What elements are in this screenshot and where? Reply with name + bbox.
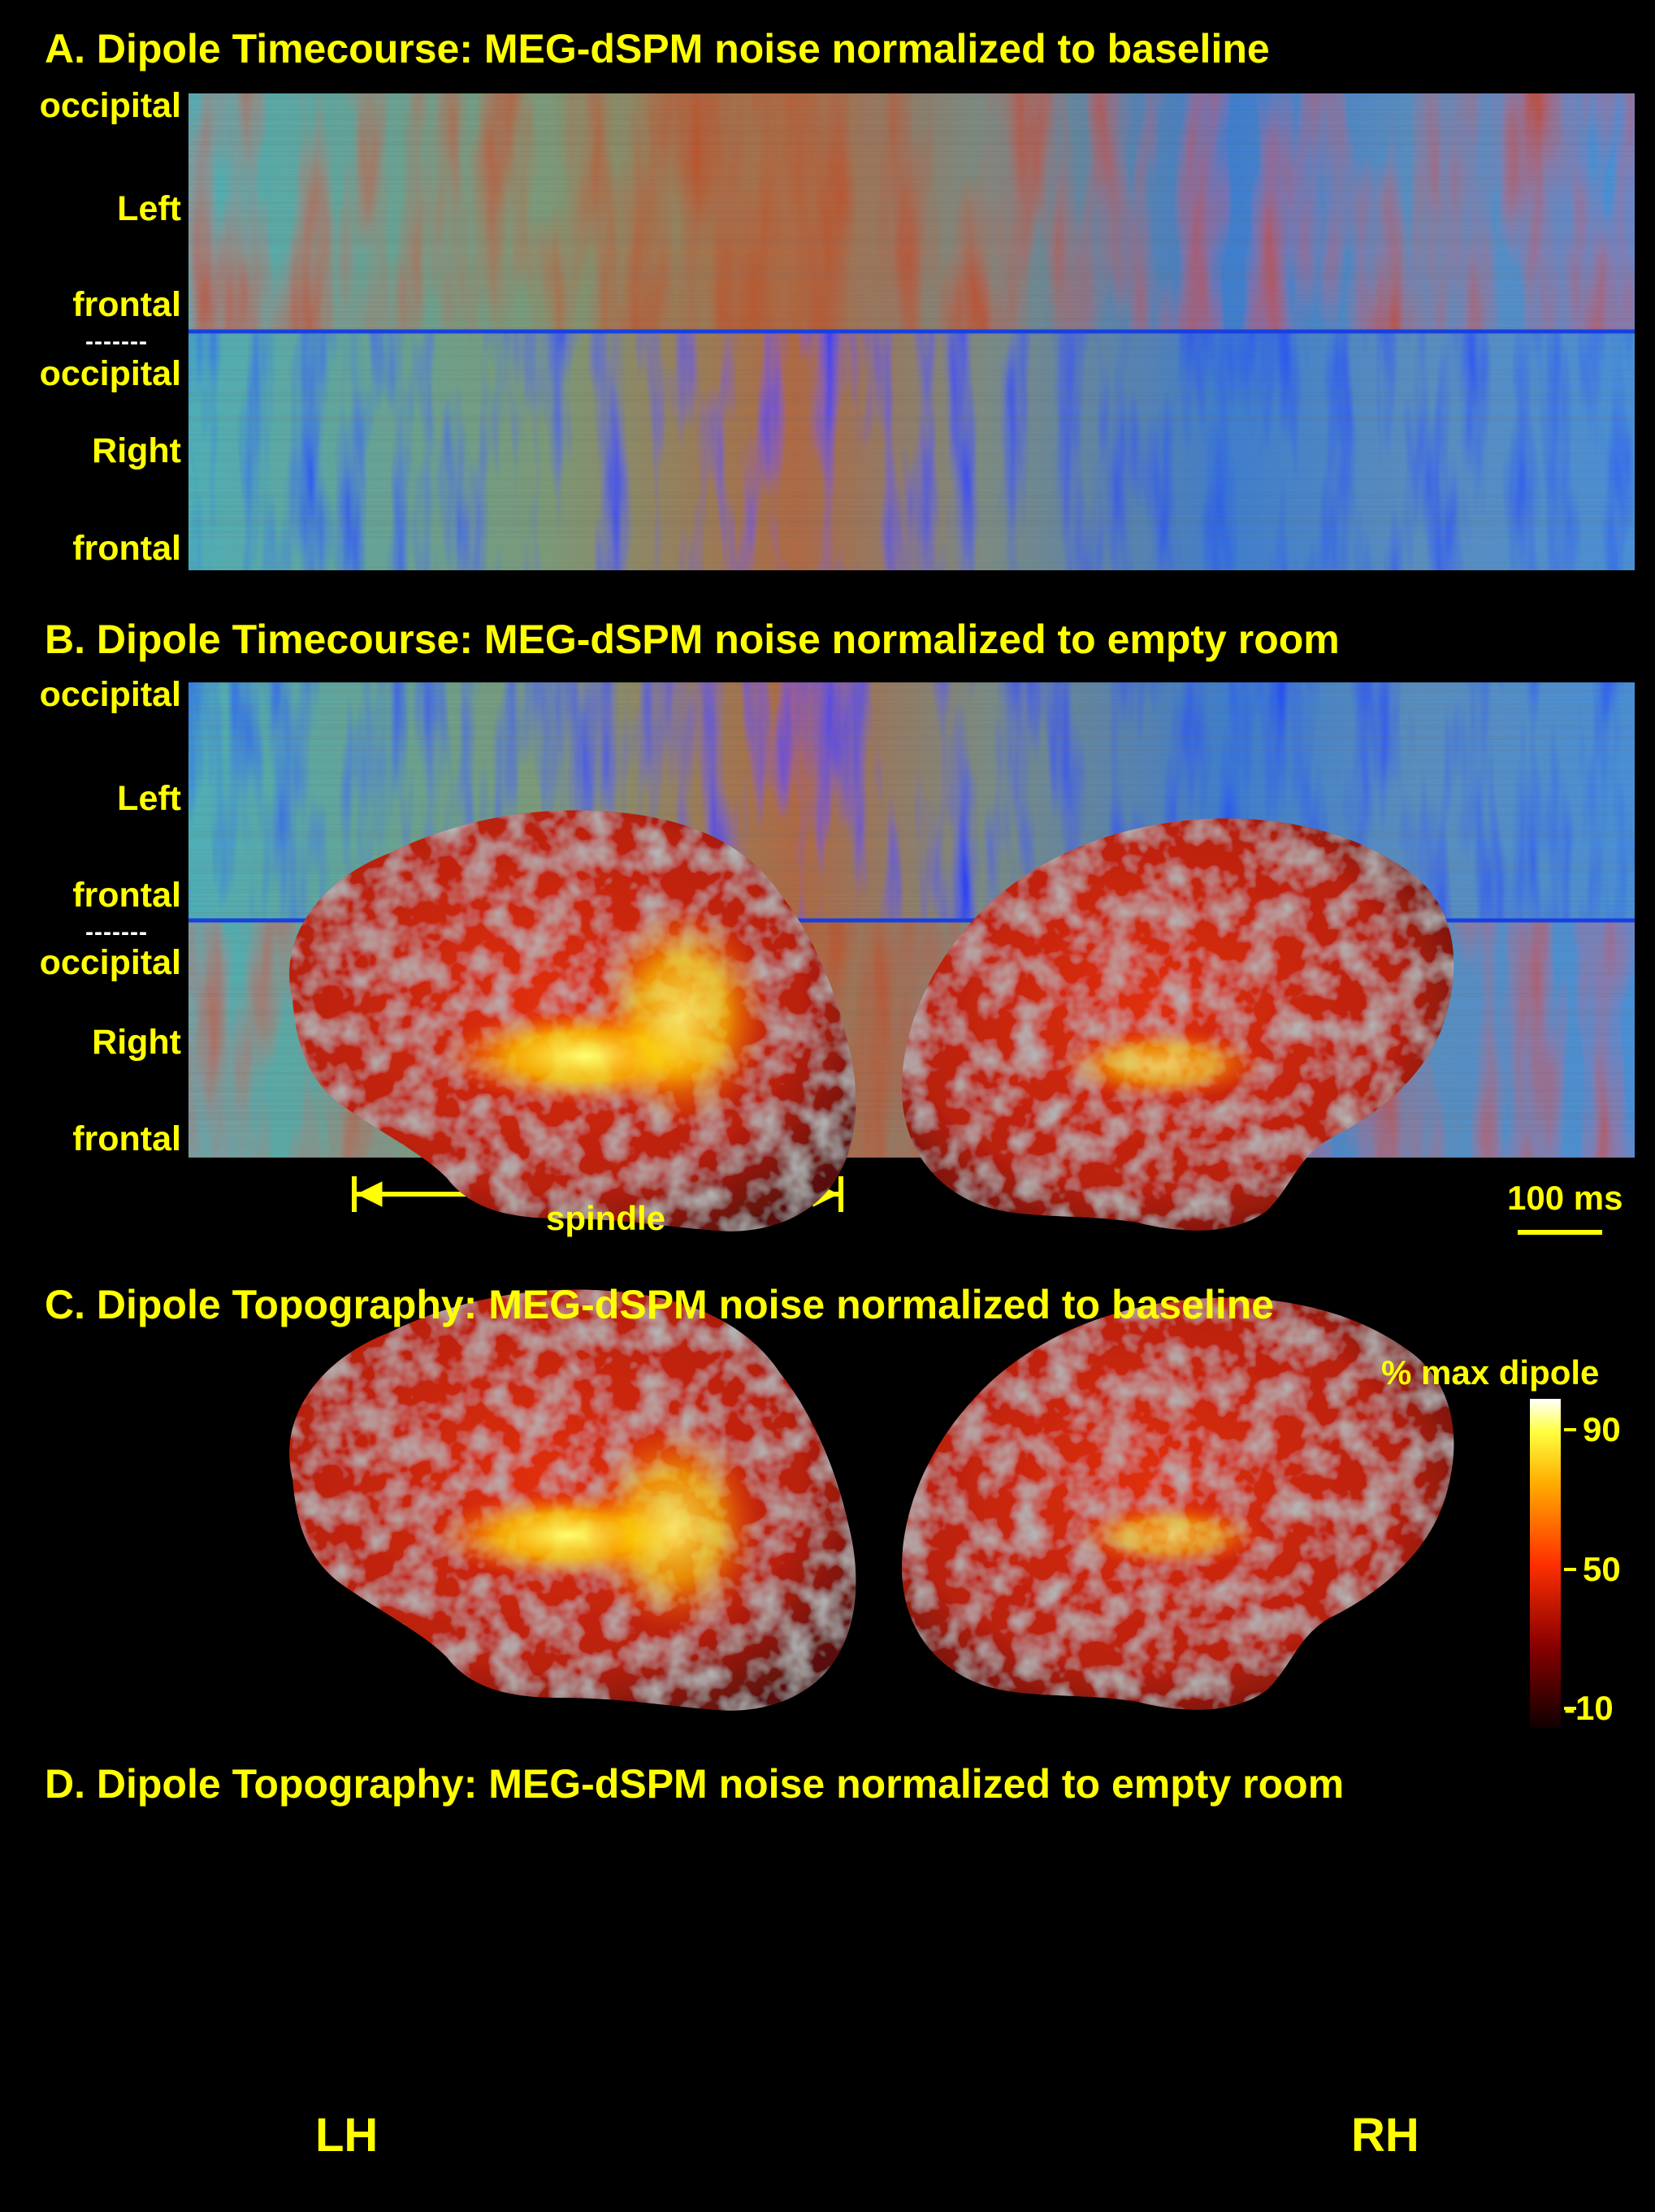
panel-d-left-hemisphere <box>289 1289 856 1711</box>
colorbar <box>1530 1399 1576 1728</box>
lh-label: LH <box>315 2109 379 2162</box>
panel-d-right-hemisphere <box>902 1297 1454 1710</box>
a-right-label: Right <box>92 431 181 470</box>
b-left-label: Left <box>117 779 181 818</box>
colorbar-tick-50: 50 <box>1583 1550 1621 1588</box>
a-left-label: Left <box>117 189 181 228</box>
panel-d-title: D. Dipole Topography: MEG-dSPM noise nor… <box>45 1761 1345 1807</box>
b-occipital-right-label: occipital <box>39 943 181 982</box>
spindle-label: spindle <box>546 1199 666 1237</box>
b-occipital-left-label: occipital <box>39 675 181 714</box>
rh-label: RH <box>1351 2109 1419 2162</box>
scale-bar-label: 100 ms <box>1507 1179 1623 1217</box>
b-right-label: Right <box>92 1023 181 1062</box>
panel-a-heatmap <box>188 93 1635 570</box>
a-frontal-left-label: frontal <box>72 285 181 324</box>
colorbar-title: % max dipole <box>1381 1353 1600 1392</box>
panel-c-right-hemisphere <box>902 818 1454 1231</box>
colorbar-tick-90: 90 <box>1583 1410 1621 1448</box>
panel-a-title: A. Dipole Timecourse: MEG-dSPM noise nor… <box>45 26 1270 71</box>
b-frontal-right-label: frontal <box>72 1119 181 1158</box>
b-separator: ------- <box>85 919 148 946</box>
panel-c-title: C. Dipole Topography: MEG-dSPM noise nor… <box>45 1282 1275 1327</box>
a-occipital-right-label: occipital <box>39 354 181 393</box>
panel-b-title: B. Dipole Timecourse: MEG-dSPM noise nor… <box>45 617 1340 662</box>
a-occipital-left-label: occipital <box>39 86 181 125</box>
colorbar-tick-minus10: -10 <box>1564 1689 1614 1727</box>
a-frontal-right-label: frontal <box>72 529 181 568</box>
b-frontal-left-label: frontal <box>72 876 181 915</box>
a-separator: ------- <box>85 328 148 355</box>
panel-c-left-hemisphere <box>289 810 856 1232</box>
